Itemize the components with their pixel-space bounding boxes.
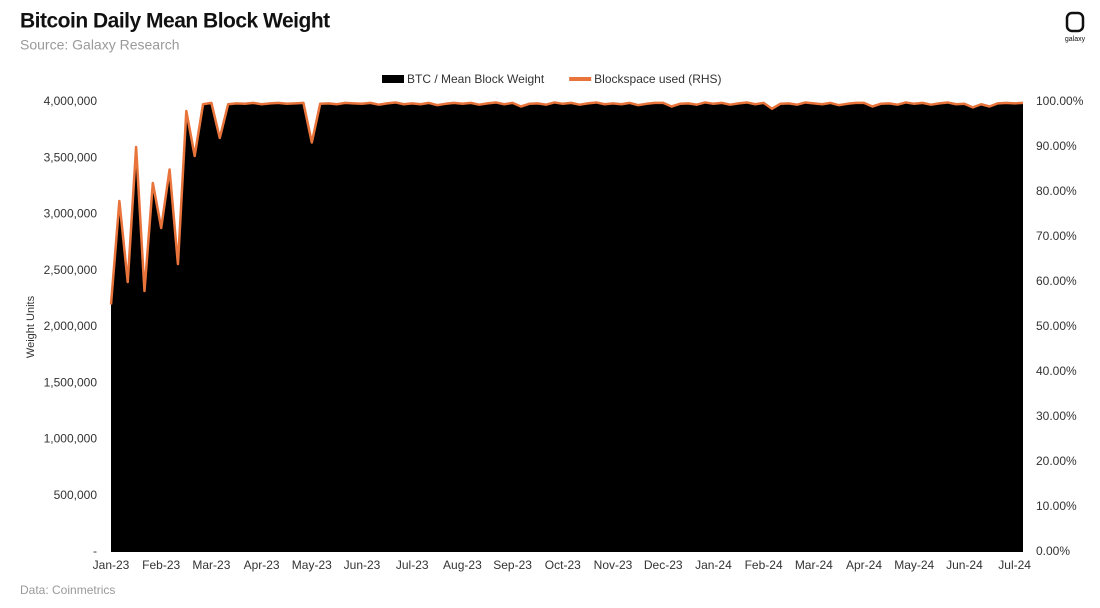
y2-tick-label: 80.00% [1036, 184, 1077, 198]
legend-label: Blockspace used (RHS) [594, 72, 721, 86]
x-tick-label: Apr-24 [846, 558, 882, 572]
y-tick-label: 1,000,000 [44, 432, 98, 446]
y-tick-label: 4,000,000 [44, 94, 98, 108]
x-tick-label: Jan-23 [93, 558, 130, 572]
y-tick-label: - [93, 544, 97, 558]
y2-tick-label: 40.00% [1036, 364, 1077, 378]
y2-tick-label: 20.00% [1036, 454, 1077, 468]
area [111, 102, 1023, 552]
legend: BTC / Mean Block Weight Blockspace used (… [382, 72, 722, 86]
y-tick-label: 500,000 [54, 488, 98, 502]
x-tick-label: Feb-23 [142, 558, 180, 572]
x-tick-label: Oct-23 [545, 558, 581, 572]
y2-tick-label: 60.00% [1036, 274, 1077, 288]
legend-swatch [382, 75, 404, 83]
x-tick-label: Jul-23 [396, 558, 429, 572]
x-tick-label: Jun-23 [344, 558, 381, 572]
y2-tick-label: 100.00% [1036, 94, 1084, 108]
y2-tick-label: 50.00% [1036, 319, 1077, 333]
legend-label: BTC / Mean Block Weight [407, 72, 545, 86]
x-tick-label: Jan-24 [695, 558, 732, 572]
x-tick-label: Apr-23 [244, 558, 280, 572]
x-tick-label: Sep-23 [493, 558, 532, 572]
y-tick-label: 2,000,000 [44, 319, 98, 333]
logo-text: galaxy [1065, 36, 1086, 43]
y2-tick-label: 10.00% [1036, 499, 1077, 513]
logo-icon [1065, 11, 1085, 33]
y-axis-label: Weight Units [25, 295, 37, 358]
x-tick-label: Jul-24 [998, 558, 1031, 572]
chart-subtitle: Source: Galaxy Research [20, 37, 180, 53]
y2-tick-label: 30.00% [1036, 409, 1077, 423]
x-tick-label: May-24 [894, 558, 934, 572]
x-tick-label: Mar-23 [192, 558, 230, 572]
legend-swatch [569, 77, 592, 81]
y-tick-label: 3,000,000 [44, 207, 98, 221]
y-tick-label: 2,500,000 [44, 263, 98, 277]
y2-tick-label: 0.00% [1036, 544, 1070, 558]
x-tick-label: Mar-24 [795, 558, 833, 572]
y2-tick-label: 90.00% [1036, 139, 1077, 153]
x-tick-label: Dec-23 [644, 558, 683, 572]
chart-title: Bitcoin Daily Mean Block Weight [20, 10, 330, 33]
line [109, 101, 1024, 305]
y-tick-label: 1,500,000 [44, 375, 98, 389]
x-tick-label: Aug-23 [443, 558, 482, 572]
y2-tick-label: 70.00% [1036, 229, 1077, 243]
x-tick-label: May-23 [292, 558, 332, 572]
source-note: Data: Coinmetrics [20, 583, 115, 597]
x-tick-label: Feb-24 [745, 558, 783, 572]
x-tick-label: Jun-24 [946, 558, 983, 572]
y-tick-label: 3,500,000 [44, 150, 98, 164]
x-tick-label: Nov-23 [594, 558, 633, 572]
